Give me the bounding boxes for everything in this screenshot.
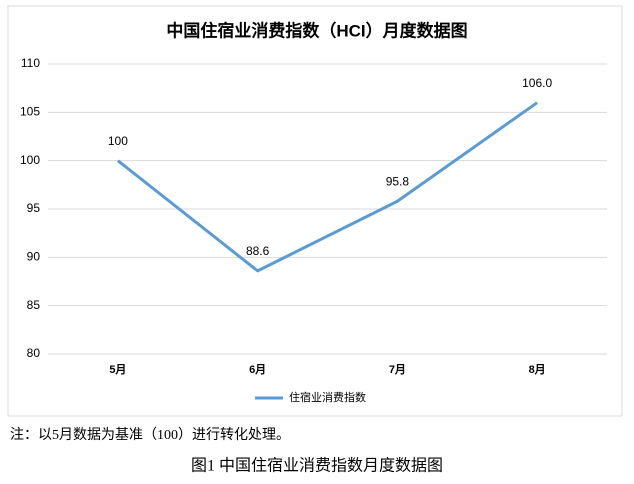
chart-frame — [7, 5, 623, 417]
data-label: 106.0 — [522, 76, 552, 90]
data-label: 95.8 — [386, 174, 410, 188]
x-tick-label: 8月 — [529, 363, 546, 376]
legend-label: 住宿业消费指数 — [289, 390, 366, 404]
y-tick-label: 80 — [27, 346, 41, 360]
y-tick-label: 100 — [20, 153, 40, 167]
y-tick-label: 110 — [21, 56, 40, 70]
y-tick-label: 105 — [20, 105, 40, 119]
y-tick-label: 90 — [27, 250, 41, 264]
series-line — [116, 101, 538, 273]
data-label: 100 — [108, 134, 128, 148]
y-tick-label: 85 — [27, 298, 41, 312]
y-tick-label: 95 — [27, 201, 41, 215]
x-tick-label: 5月 — [109, 363, 126, 376]
chart-title: 中国住宿业消费指数（HCI）月度数据图 — [166, 20, 467, 40]
data-label: 88.6 — [246, 244, 270, 258]
x-tick-label: 6月 — [249, 363, 266, 376]
caption: 图1 中国住宿业消费指数月度数据图 — [191, 457, 443, 475]
x-tick-label: 7月 — [389, 363, 406, 376]
note: 注：以5月数据为基准（100）进行转化处理。 — [10, 426, 290, 443]
